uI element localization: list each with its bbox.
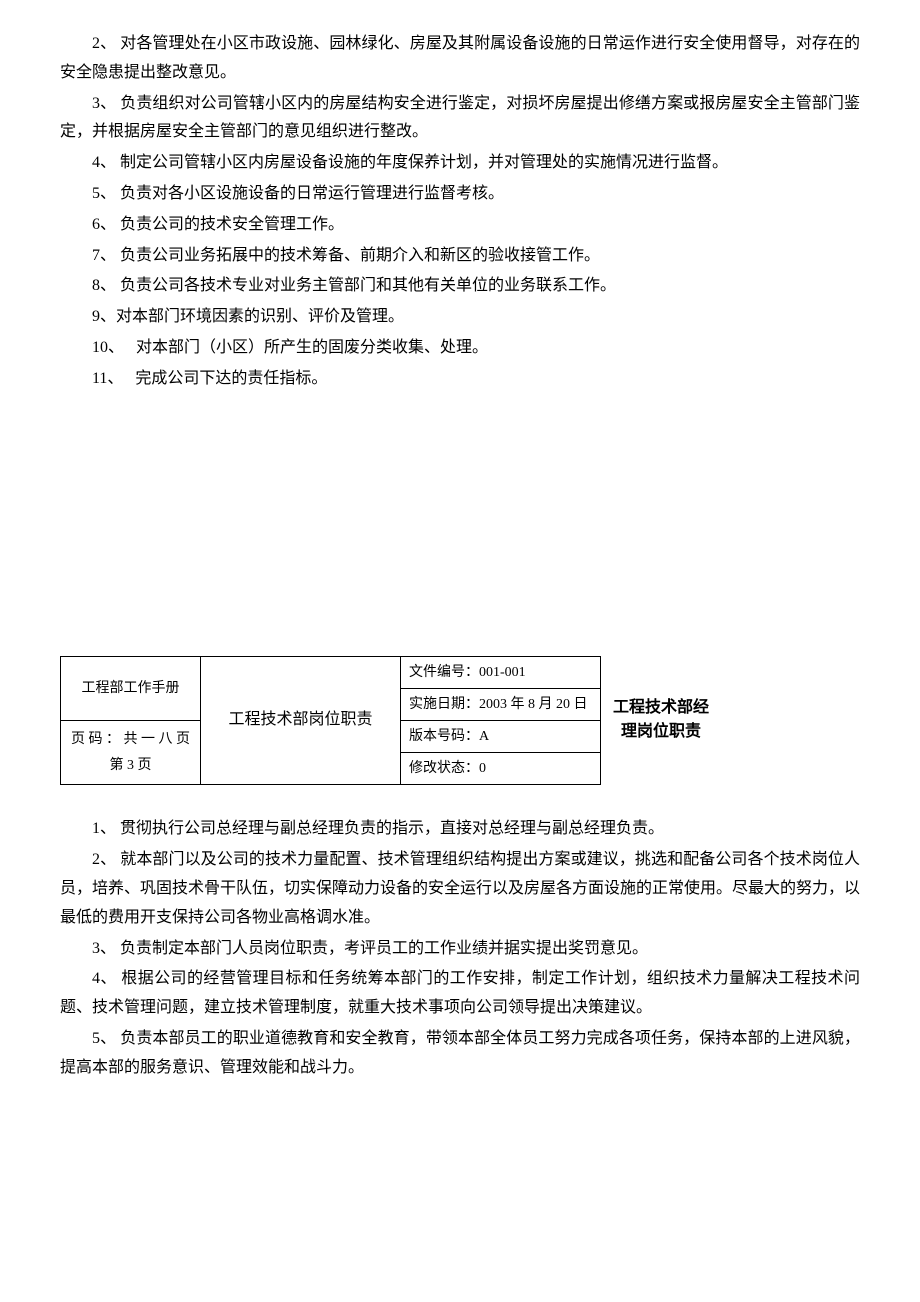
list-item: 5、 负责本部员工的职业道德教育和安全教育，带领本部全体员工努力完成各项任务，保…: [60, 1025, 860, 1083]
doc-number-cell: 文件编号：001-001: [401, 656, 601, 688]
page-info-cell: 页 码 ： 共 一 八 页 第 3 页: [61, 720, 201, 784]
list-item: 3、 负责组织对公司管辖小区内的房屋结构安全进行鉴定，对损坏房屋提出修缮方案或报…: [60, 90, 860, 148]
section-1: 2、 对各管理处在小区市政设施、园林绿化、房屋及其附属设备设施的日常运作进行安全…: [60, 30, 860, 394]
header-table-section: 工程部工作手册 工程技术部岗位职责 文件编号：001-001 实施日期：2003…: [60, 656, 860, 786]
list-item: 8、 负责公司各技术专业对业务主管部门和其他有关单位的业务联系工作。: [60, 272, 860, 301]
list-item: 4、 根据公司的经营管理目标和任务统筹本部门的工作安排，制定工作计划，组织技术力…: [60, 965, 860, 1023]
list-item: 1、 贯彻执行公司总经理与副总经理负责的指示，直接对总经理与副总经理负责。: [60, 815, 860, 844]
list-item: 10、 对本部门（小区）所产生的固废分类收集、处理。: [60, 334, 860, 363]
list-item: 11、 完成公司下达的责任指标。: [60, 365, 860, 394]
manual-title-cell: 工程部工作手册: [61, 656, 201, 720]
list-item: 6、 负责公司的技术安全管理工作。: [60, 211, 860, 240]
list-item: 2、 对各管理处在小区市政设施、园林绿化、房屋及其附属设备设施的日常运作进行安全…: [60, 30, 860, 88]
list-item: 4、 制定公司管辖小区内房屋设备设施的年度保养计划，并对管理处的实施情况进行监督…: [60, 149, 860, 178]
spacer: [60, 396, 860, 656]
list-item: 5、 负责对各小区设施设备的日常运行管理进行监督考核。: [60, 180, 860, 209]
version-cell: 版本号码：A: [401, 720, 601, 752]
list-item: 7、 负责公司业务拓展中的技术筹备、前期介入和新区的验收接管工作。: [60, 242, 860, 271]
revision-cell: 修改状态：0: [401, 753, 601, 785]
dept-title-cell: 工程技术部岗位职责: [201, 656, 401, 785]
list-item: 9、对本部门环境因素的识别、评价及管理。: [60, 303, 860, 332]
impl-date-cell: 实施日期：2003 年 8 月 20 日: [401, 688, 601, 720]
document-info-table: 工程部工作手册 工程技术部岗位职责 文件编号：001-001 实施日期：2003…: [60, 656, 601, 786]
list-item: 3、 负责制定本部门人员岗位职责，考评员工的工作业绩并据实提出奖罚意见。: [60, 935, 860, 964]
section-side-title: 工程技术部经理岗位职责: [611, 696, 711, 744]
section-2: 1、 贯彻执行公司总经理与副总经理负责的指示，直接对总经理与副总经理负责。 2、…: [60, 815, 860, 1082]
list-item: 2、 就本部门以及公司的技术力量配置、技术管理组织结构提出方案或建议，挑选和配备…: [60, 846, 860, 932]
